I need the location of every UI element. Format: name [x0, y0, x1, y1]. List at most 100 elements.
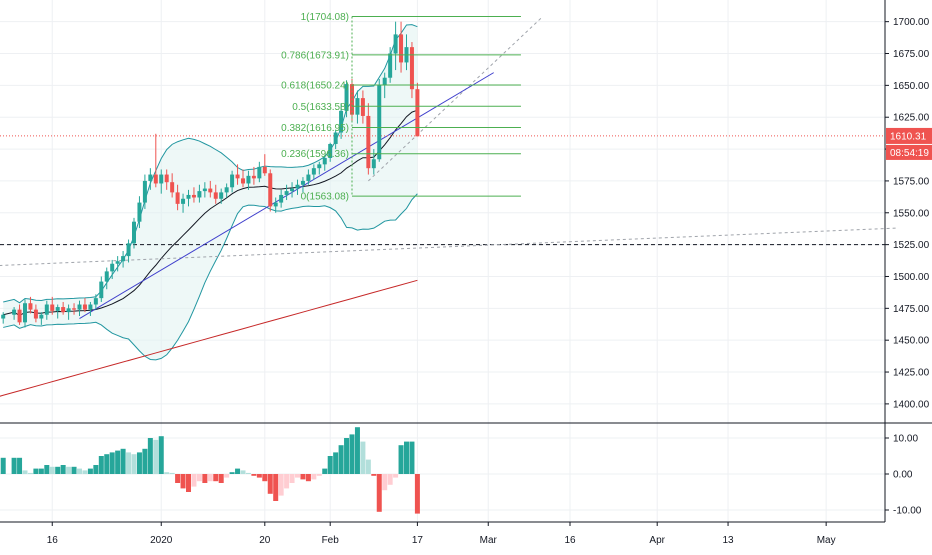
candle-body	[246, 175, 251, 184]
time-tick-label: Mar	[480, 535, 498, 546]
candle-body	[137, 202, 142, 222]
time-tick-label: May	[817, 535, 836, 546]
candle-body	[290, 188, 295, 192]
macd-bar	[365, 459, 371, 474]
candle-body	[360, 98, 365, 116]
macd-bar	[175, 474, 181, 483]
macd-bar	[398, 445, 404, 474]
macd-bar	[267, 474, 273, 494]
macd-bar	[120, 448, 126, 474]
fibonacci-retracement[interactable]: 1(1704.08) 0.786(1673.91) 0.618(1650.24) 0.…	[281, 12, 521, 203]
fib-level-label: 0.382(1616.95)	[281, 123, 349, 134]
candle-body	[350, 84, 354, 115]
macd-bar	[27, 472, 33, 474]
macd-bar	[109, 452, 115, 474]
macd-bar	[224, 474, 230, 478]
candle-body	[142, 180, 147, 203]
candle-body	[72, 308, 77, 310]
macd-bar	[349, 434, 355, 474]
price-tick-label: 1425.00	[893, 368, 930, 379]
macd-bar	[164, 472, 170, 474]
macd-tick-label: 10.00	[893, 434, 918, 445]
macd-bar	[22, 470, 28, 474]
candle-body	[186, 194, 191, 199]
macd-bar	[153, 439, 159, 474]
time-tick-label: 16	[564, 535, 576, 546]
time-tick-label: Apr	[649, 535, 665, 546]
macd-bar	[147, 438, 153, 474]
macd-bar	[316, 474, 322, 476]
macd-bar	[229, 472, 235, 474]
candle-body	[39, 314, 44, 319]
candle-body	[88, 304, 93, 310]
macd-bar	[104, 454, 110, 474]
candle-body	[17, 309, 22, 323]
candle-body	[1, 314, 6, 319]
macd-bar	[38, 468, 44, 474]
bollinger-lower-line	[3, 193, 418, 361]
macd-bar	[322, 468, 328, 474]
candle-body	[230, 174, 235, 188]
candle-body	[175, 192, 180, 204]
time-tick-label: 16	[47, 535, 59, 546]
price-tick-label: 1650.00	[893, 81, 930, 92]
macd-bar	[93, 465, 99, 474]
candle-body	[344, 84, 349, 111]
macd-bar	[55, 466, 61, 474]
candle-body	[279, 194, 284, 203]
macd-bar	[278, 474, 284, 496]
macd-bar	[393, 474, 399, 478]
candle-body	[333, 132, 338, 144]
macd-bar	[213, 474, 219, 482]
macd-bar	[66, 466, 72, 474]
candle-body	[50, 304, 55, 311]
macd-bar	[305, 474, 311, 482]
moving-average-line	[3, 109, 418, 317]
candle-body	[241, 178, 245, 184]
candle-body	[377, 85, 382, 160]
macd-bar	[404, 441, 409, 474]
macd-bar	[186, 474, 191, 492]
time-tick-label: 2020	[150, 535, 173, 546]
macd-bar	[202, 474, 208, 483]
price-tick-label: 1675.00	[893, 49, 930, 60]
candle-body	[409, 47, 414, 90]
candle-body	[219, 192, 224, 199]
candle-body	[55, 307, 60, 311]
macd-bar	[344, 438, 350, 474]
macd-tick-label: -10.00	[893, 506, 922, 517]
candle-body	[110, 263, 115, 272]
candle-body	[121, 256, 126, 262]
macd-bar	[33, 468, 39, 474]
macd-bar	[115, 450, 121, 474]
macd-bar	[295, 474, 300, 478]
price-tick-label: 1575.00	[893, 176, 930, 187]
macd-bar	[327, 456, 333, 474]
candle-body	[28, 303, 33, 310]
macd-bar	[11, 457, 17, 474]
macd-bar	[60, 465, 66, 474]
macd-bar	[371, 474, 377, 476]
candle-body	[306, 174, 311, 181]
macd-bar	[98, 456, 104, 474]
candle-body	[99, 281, 104, 299]
fib-level-label: 0.786(1673.91)	[281, 50, 349, 61]
macd-bar	[256, 474, 262, 478]
fib-level-label: 0.236(1596.36)	[281, 149, 349, 160]
macd-bar	[218, 474, 224, 483]
candle-body	[148, 174, 153, 181]
macd-bar	[44, 465, 50, 474]
macd-bar	[333, 452, 339, 474]
macd-bar	[191, 474, 197, 487]
candle-body	[44, 304, 49, 315]
fib-level-label: 0.618(1650.24)	[281, 81, 349, 92]
bollinger-upper-line	[3, 24, 418, 304]
macd-bar	[17, 457, 23, 474]
candle-body	[159, 174, 164, 184]
candle-body	[164, 174, 169, 183]
candle-body	[311, 168, 316, 175]
macd-bar	[207, 474, 213, 482]
macd-bar	[196, 474, 202, 482]
